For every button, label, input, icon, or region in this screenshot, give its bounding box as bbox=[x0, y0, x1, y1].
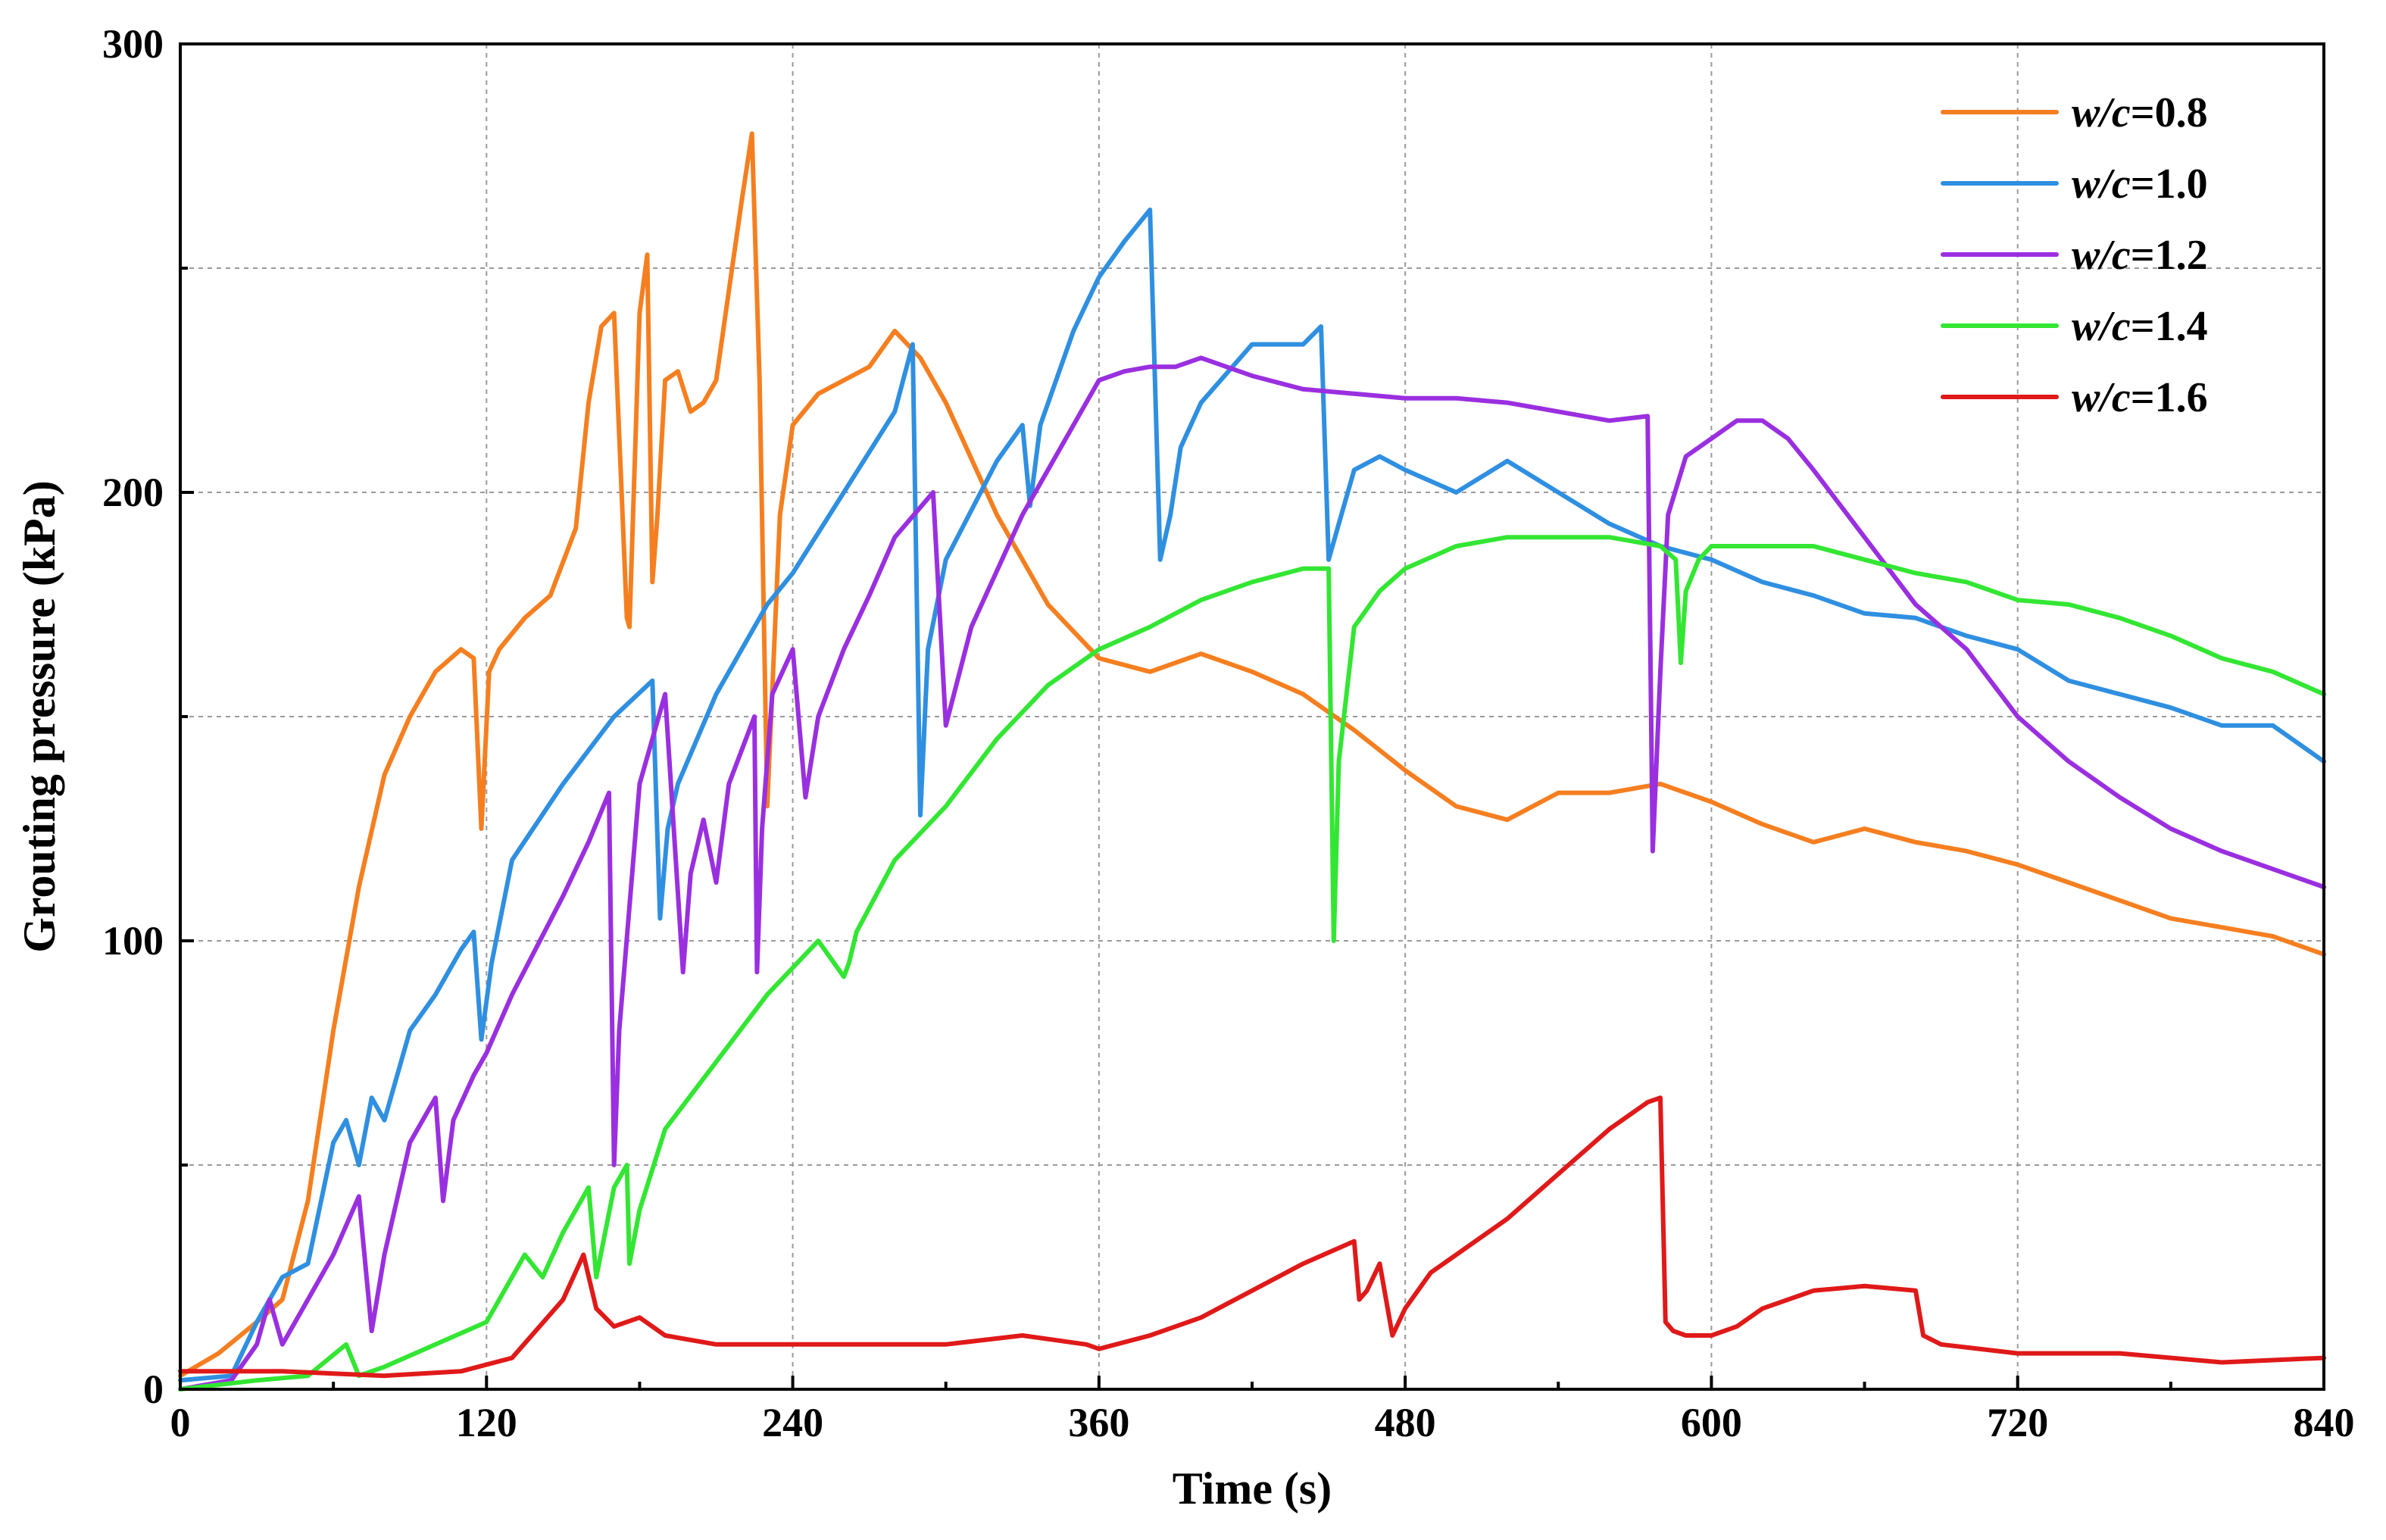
series-line bbox=[178, 535, 2326, 1392]
legend-label-variable: w/c bbox=[2072, 303, 2131, 350]
legend-label: w/c=1.4 bbox=[2072, 303, 2208, 350]
legend-label-variable: w/c bbox=[2072, 161, 2131, 208]
y-tick-label: 100 bbox=[102, 918, 164, 964]
axis-ticks bbox=[179, 42, 2325, 1391]
series-line bbox=[178, 355, 2326, 1392]
legend-label: w/c=1.6 bbox=[2072, 374, 2208, 421]
legend-label-value: =1.2 bbox=[2131, 232, 2208, 279]
series-line bbox=[178, 1095, 2326, 1379]
legend-label-variable: w/c bbox=[2072, 232, 2131, 279]
y-tick-labels: 0 100 200 300 bbox=[102, 21, 164, 1412]
x-tick-label: 0 bbox=[170, 1400, 191, 1445]
x-tick-label: 480 bbox=[1375, 1400, 1436, 1445]
series-lines bbox=[178, 131, 2326, 1392]
y-tick-label: 300 bbox=[102, 21, 164, 67]
legend-label: w/c=1.0 bbox=[2072, 161, 2208, 208]
x-tick-label: 840 bbox=[2294, 1400, 2355, 1445]
legend-label-value: =0.8 bbox=[2131, 89, 2208, 136]
legend-label-variable: w/c bbox=[2072, 374, 2131, 421]
y-tick-label: 200 bbox=[102, 470, 164, 515]
x-tick-label: 720 bbox=[1987, 1400, 2048, 1445]
x-tick-label: 120 bbox=[456, 1400, 517, 1445]
x-axis-title: Time (s) bbox=[1173, 1463, 1332, 1513]
legend-label: w/c=1.2 bbox=[2072, 232, 2208, 279]
legend-label-value: =1.4 bbox=[2131, 303, 2208, 350]
legend-label-value: =1.0 bbox=[2131, 161, 2208, 208]
x-tick-label: 240 bbox=[762, 1400, 823, 1445]
legend: w/c=0.8w/c=1.0w/c=1.2w/c=1.4w/c=1.6 bbox=[1941, 89, 2208, 421]
grid-lines bbox=[180, 44, 2324, 1389]
y-tick-label: 0 bbox=[143, 1367, 164, 1412]
x-tick-label: 360 bbox=[1068, 1400, 1129, 1445]
legend-label-value: =1.6 bbox=[2131, 374, 2208, 421]
series-line bbox=[178, 208, 2326, 1383]
x-tick-labels: 0 120 240 360 480 600 720 840 bbox=[170, 1400, 2355, 1445]
series-line bbox=[178, 131, 2326, 1379]
legend-label: w/c=0.8 bbox=[2072, 89, 2208, 136]
legend-label-variable: w/c bbox=[2072, 89, 2131, 136]
y-axis-title: Grouting pressure (kPa) bbox=[14, 480, 64, 952]
x-tick-label: 600 bbox=[1681, 1400, 1742, 1445]
